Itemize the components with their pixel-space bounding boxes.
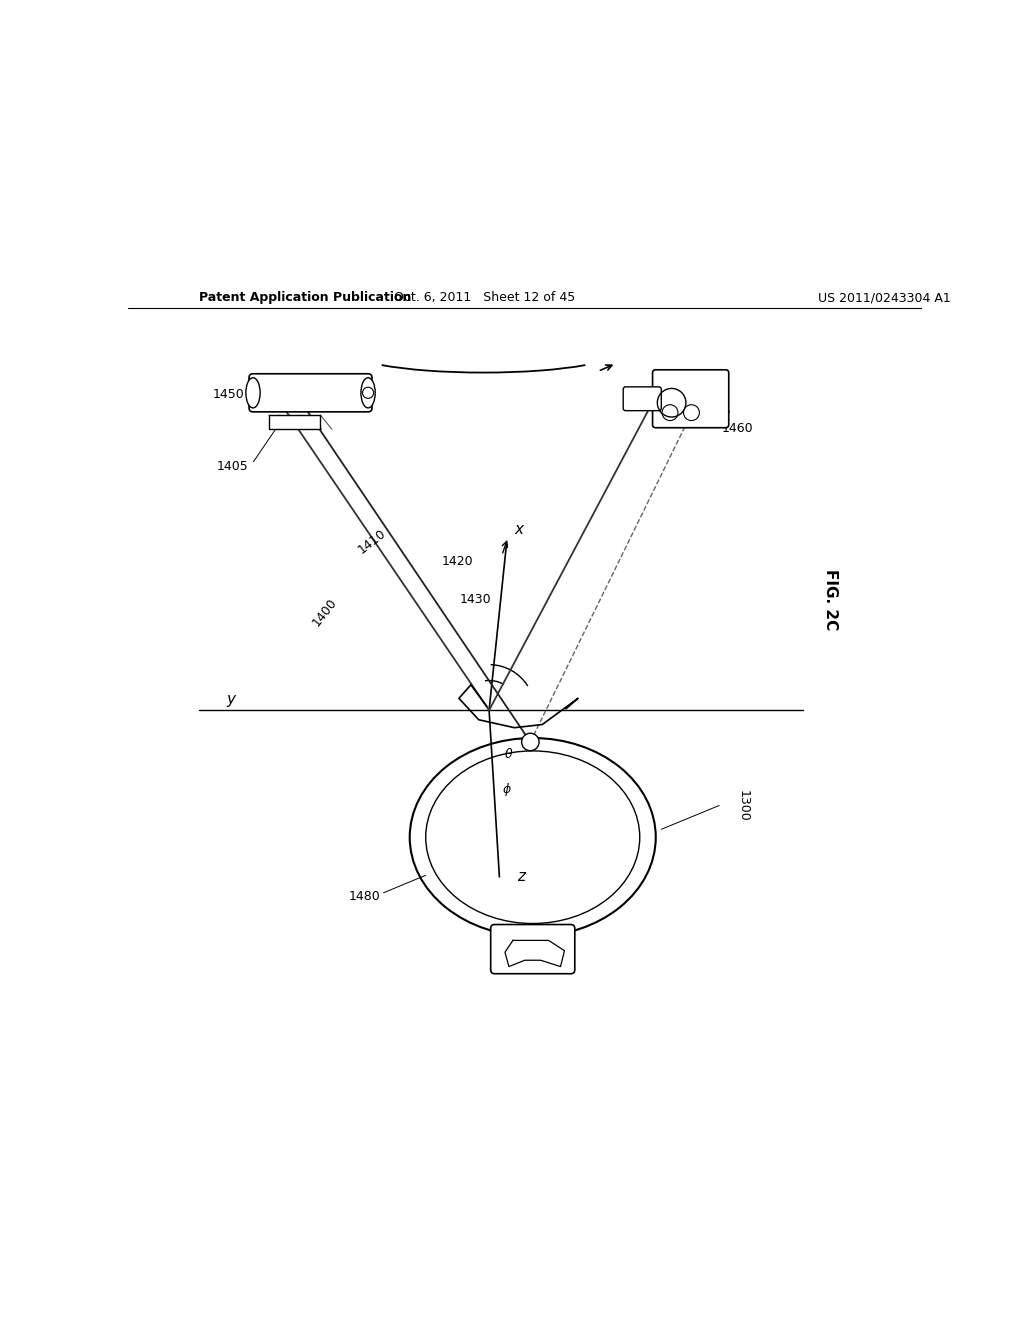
Text: 1400: 1400 bbox=[310, 597, 340, 630]
Text: y: y bbox=[226, 692, 236, 706]
Circle shape bbox=[362, 387, 374, 399]
Ellipse shape bbox=[360, 378, 375, 408]
Text: US 2011/0243304 A1: US 2011/0243304 A1 bbox=[818, 292, 951, 304]
Bar bbox=[269, 414, 321, 429]
FancyBboxPatch shape bbox=[624, 387, 662, 411]
Text: 1450: 1450 bbox=[213, 388, 245, 401]
Text: $\phi$: $\phi$ bbox=[502, 781, 511, 799]
Text: Oct. 6, 2011   Sheet 12 of 45: Oct. 6, 2011 Sheet 12 of 45 bbox=[394, 292, 575, 304]
Text: 1420: 1420 bbox=[441, 554, 473, 568]
Text: 1410: 1410 bbox=[356, 527, 389, 556]
Text: 1480: 1480 bbox=[348, 890, 380, 903]
Text: $\theta$: $\theta$ bbox=[504, 747, 514, 760]
FancyBboxPatch shape bbox=[249, 374, 372, 412]
Text: x: x bbox=[515, 521, 523, 537]
Ellipse shape bbox=[246, 378, 260, 408]
Text: FIG. 2C: FIG. 2C bbox=[823, 569, 838, 630]
Text: Patent Application Publication: Patent Application Publication bbox=[200, 292, 412, 304]
Text: 1430: 1430 bbox=[460, 593, 492, 606]
Text: 1405: 1405 bbox=[217, 461, 249, 473]
Text: 1460: 1460 bbox=[722, 422, 754, 436]
Text: z: z bbox=[517, 870, 525, 884]
FancyBboxPatch shape bbox=[652, 370, 729, 428]
Circle shape bbox=[521, 734, 539, 751]
Text: 1300: 1300 bbox=[736, 789, 750, 821]
FancyBboxPatch shape bbox=[490, 924, 574, 974]
